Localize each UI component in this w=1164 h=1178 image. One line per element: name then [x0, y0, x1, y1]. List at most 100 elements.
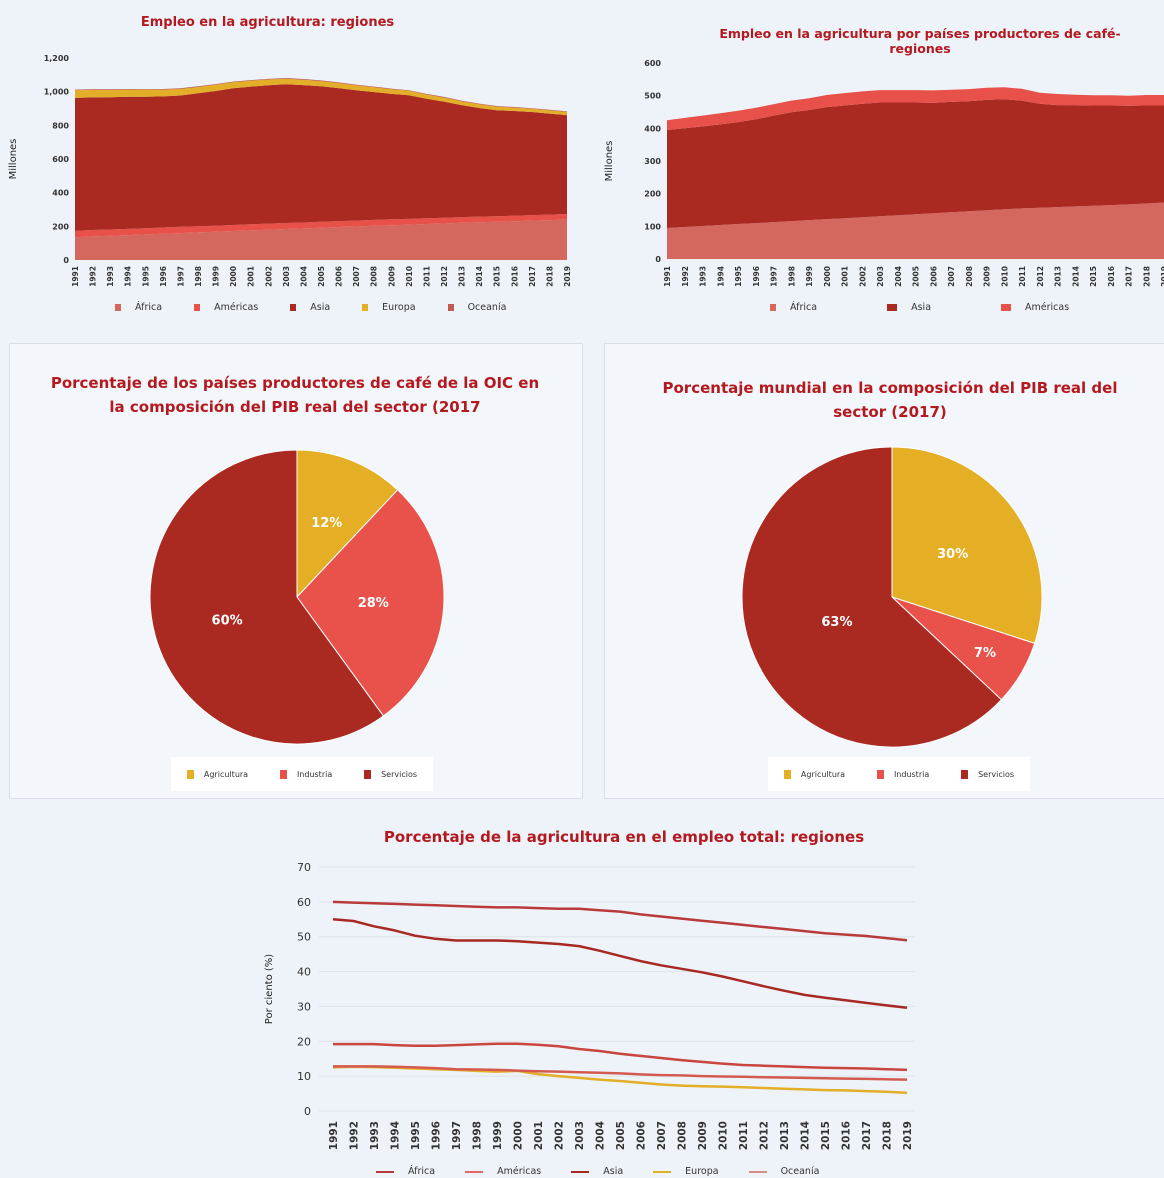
x-tick-label: 2015 — [820, 1121, 832, 1150]
x-tick-label: 2005 — [912, 266, 921, 287]
x-tick-label: 2016 — [1107, 266, 1116, 287]
legend-item-americas: Américas — [194, 302, 258, 313]
legend-swatch — [571, 1171, 589, 1173]
x-tick-label: 2019 — [902, 1121, 914, 1150]
legend-swatch — [653, 1171, 671, 1173]
legend: África Américas Asia Europa Oceanía — [115, 302, 506, 313]
y-tick-label: 100 — [644, 222, 661, 231]
x-tick-label: 2008 — [370, 266, 379, 287]
x-tick-label: 2006 — [636, 1121, 648, 1150]
x-tick-label: 2007 — [352, 266, 361, 287]
x-tick-label: 2017 — [1125, 266, 1134, 287]
x-tick-label: 2003 — [282, 266, 291, 287]
x-tick-label: 2001 — [533, 1121, 545, 1150]
x-tick-label: 2004 — [299, 266, 308, 287]
y-tick-label: 70 — [297, 861, 311, 874]
legend-swatch — [887, 304, 897, 311]
x-tick-label: 1997 — [770, 266, 779, 287]
legend-item-europa: Europa — [362, 302, 415, 313]
x-tick-label: 2015 — [1089, 266, 1098, 287]
x-tick-label: 2015 — [493, 266, 502, 287]
legend-label: África — [408, 1166, 435, 1177]
legend-swatch — [465, 1171, 483, 1173]
line-series-África — [333, 902, 907, 940]
line-series-Américas — [333, 1044, 907, 1070]
x-tick-label: 2008 — [677, 1121, 689, 1150]
legend-label: Europa — [685, 1166, 718, 1177]
x-tick-label: 2001 — [841, 266, 850, 287]
x-tick-label: 2009 — [983, 266, 992, 287]
y-tick-label: 500 — [644, 92, 661, 101]
line-chart-regions: 0 10 20 30 40 50 60 70 Por ciento (%) 1991 1992 199… — [0, 810, 1164, 1178]
legend-label: Oceanía — [781, 1166, 820, 1177]
x-tick-label: 2005 — [317, 266, 326, 287]
y-tick-label: 400 — [52, 189, 69, 198]
legend-swatch — [187, 770, 194, 779]
x-tick-label: 2012 — [1036, 266, 1045, 287]
legend-label: Industria — [894, 770, 929, 779]
y-tick-label: 400 — [644, 124, 661, 133]
legend-item-servicios: Servicios — [364, 770, 417, 779]
legend-item-asia: Asia — [571, 1166, 623, 1177]
x-tick-label: 2019 — [1160, 266, 1164, 287]
line-series-Europa — [333, 1067, 907, 1093]
x-tick-label: 2013 — [779, 1121, 791, 1150]
x-tick-label: 2009 — [387, 266, 396, 287]
x-tick-label: 2011 — [422, 266, 431, 287]
x-tick-label: 2011 — [1018, 266, 1027, 287]
x-tick-label: 1996 — [752, 266, 761, 287]
x-tick-label: 1996 — [431, 1121, 443, 1150]
x-tick-label: 1991 — [71, 266, 80, 287]
area-chart-regions: 0 200 400 600 800 1,000 1,200 Millones 1991 1992 1… — [0, 0, 585, 330]
y-tick-label: 200 — [52, 222, 69, 231]
x-tick-label: 1999 — [492, 1121, 504, 1150]
legend-item-americas: Américas — [1001, 302, 1069, 313]
legend-item-europa: Europa — [653, 1166, 718, 1177]
x-tick-label: 2007 — [656, 1121, 668, 1150]
x-tick-label: 2019 — [563, 266, 572, 287]
x-tick-label: 1998 — [194, 266, 203, 287]
pie-chart-world: 30%7%63% — [605, 344, 1164, 798]
y-tick-label: 60 — [297, 896, 311, 909]
legend: África Américas Asia Europa Oceanía — [376, 1166, 819, 1177]
chart-pie-world: Porcentaje mundial en la composición del… — [604, 343, 1164, 799]
legend-item-industria: Industria — [280, 770, 332, 779]
legend-swatch — [280, 770, 287, 779]
x-tick-label: 1994 — [390, 1121, 402, 1150]
y-tick-label: 600 — [644, 59, 661, 68]
legend-label: Industria — [297, 770, 332, 779]
legend-swatch — [364, 770, 371, 779]
x-tick-label: 2006 — [335, 266, 344, 287]
y-tick-label: 300 — [644, 157, 661, 166]
legend-label: Asia — [603, 1166, 623, 1177]
legend-label: Servicios — [381, 770, 417, 779]
legend-label: Américas — [1025, 302, 1069, 313]
pie-value-label: 12% — [311, 516, 342, 531]
x-tick-label: 1995 — [141, 266, 150, 287]
legend-swatch — [115, 304, 121, 311]
x-tick-label: 1997 — [451, 1121, 463, 1150]
x-tick-label: 2000 — [823, 266, 832, 287]
x-tick-label: 2002 — [554, 1121, 566, 1150]
x-tick-label: 1992 — [681, 266, 690, 287]
x-tick-label: 2005 — [615, 1121, 627, 1150]
x-tick-label: 2008 — [965, 266, 974, 287]
legend-item-oceania: Oceanía — [749, 1166, 820, 1177]
y-tick-label: 1,000 — [44, 88, 70, 97]
x-tick-label: 1996 — [159, 266, 168, 287]
pie-value-label: 63% — [821, 615, 852, 630]
x-tick-label: 1992 — [349, 1121, 361, 1150]
y-axis-label: Millones — [8, 139, 19, 180]
chart-employment-coffee: Empleo en la agricultura por países prod… — [590, 0, 1164, 330]
y-tick-label: 0 — [304, 1105, 311, 1118]
x-tick-label: 2017 — [528, 266, 537, 287]
legend-swatch — [784, 770, 791, 779]
legend-item-africa: África — [376, 1166, 435, 1177]
x-tick-label: 2002 — [264, 266, 273, 287]
x-tick-label: 2011 — [738, 1121, 750, 1150]
pie-value-label: 7% — [974, 646, 996, 661]
x-tick-label: 1999 — [805, 266, 814, 287]
x-tick-label: 2000 — [513, 1121, 525, 1150]
x-tick-label: 2012 — [440, 266, 449, 287]
legend-item-agricultura: Agricultura — [784, 770, 845, 779]
